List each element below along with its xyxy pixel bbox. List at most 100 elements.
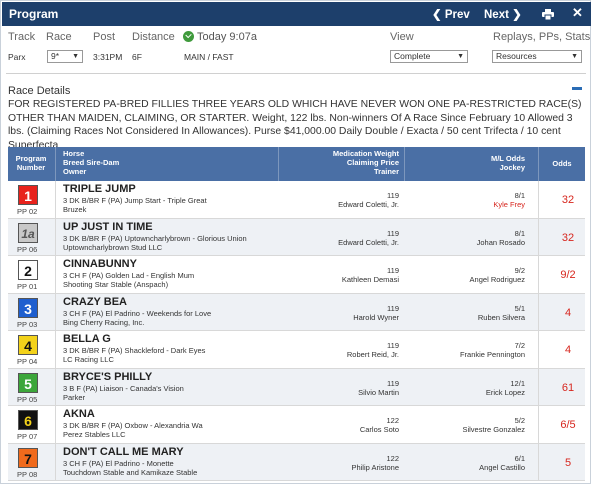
- column-separator: [538, 256, 539, 293]
- owner-name: Uptowncharlybrown Stud LLC: [63, 242, 163, 252]
- view-select-value: Complete: [394, 51, 431, 61]
- post-position: PP 08: [17, 469, 38, 479]
- header-owner: Owner: [63, 167, 87, 176]
- trainer-name: Silvio Martin: [358, 387, 399, 397]
- post-position: PP 02: [17, 207, 38, 216]
- header-odds: Odds: [552, 159, 572, 168]
- program-number-badge: 2: [18, 260, 38, 280]
- chevron-down-icon: ▼: [571, 53, 578, 60]
- resources-select[interactable]: Resources ▼: [492, 50, 582, 63]
- race-info-bar: Track Parx Race 9* ▼ Post 3:31PM Distanc…: [1, 27, 591, 69]
- breed-sire-dam: 3 DK B/BR F (PA) Oxbow - Alexandria Wa: [63, 421, 203, 430]
- trainer-name: Philip Aristone: [351, 462, 399, 472]
- print-icon[interactable]: [542, 9, 554, 20]
- table-row[interactable]: 1a PP 06 UP JUST IN TIME 3 DK B/BR F (PA) U…: [8, 218, 585, 256]
- view-select[interactable]: Complete ▼: [390, 50, 468, 63]
- horse-name[interactable]: BELLA G: [63, 333, 111, 345]
- table-row[interactable]: 7 PP 08 DON'T CALL ME MARY 3 CH F (PA) El P…: [8, 443, 585, 481]
- post-time-status: Today 9:07a: [197, 31, 257, 43]
- race-label: Race: [46, 31, 72, 43]
- trainer-name: Edward Coletti, Jr.: [338, 200, 399, 209]
- program-number-badge: 7: [18, 447, 38, 468]
- trainer-name: Edward Coletti, Jr.: [338, 237, 399, 247]
- header-medication-weight: Medication Weight: [332, 149, 399, 158]
- jockey-name: Silvestre Gonzalez: [462, 425, 525, 434]
- header-separator: [278, 147, 279, 181]
- column-separator: [538, 218, 539, 255]
- breed-sire-dam: 3 CH F (PA) Golden Lad - English Mum: [63, 271, 195, 280]
- prev-button[interactable]: ❮ Prev: [432, 9, 470, 21]
- horse-name[interactable]: DON'T CALL ME MARY: [63, 445, 184, 458]
- divider: [6, 73, 586, 74]
- program-number-badge: 1a: [18, 222, 38, 243]
- check-circle-icon: [183, 31, 194, 42]
- horse-name[interactable]: BRYCE'S PHILLY: [63, 370, 153, 383]
- race-select[interactable]: 9* ▼: [47, 50, 83, 63]
- jockey-name: Kyle Frey: [493, 200, 525, 209]
- table-row[interactable]: 1 PP 02 TRIPLE JUMP 3 DK B/BR F (PA) Jump S…: [8, 181, 585, 219]
- jockey-name: Angel Rodriguez: [469, 275, 525, 284]
- post-position: PP 04: [17, 357, 38, 366]
- distance-label: Distance: [132, 31, 175, 43]
- weight: 122: [386, 453, 399, 463]
- owner-name: LC Racing LLC: [63, 355, 114, 364]
- horse-name[interactable]: TRIPLE JUMP: [63, 183, 136, 195]
- header-program-number: Program Number: [15, 154, 47, 172]
- weight: 119: [387, 228, 399, 238]
- breed-sire-dam: 3 DK B/BR F (PA) Shackleford - Dark Eyes: [63, 346, 206, 355]
- column-separator: [55, 406, 56, 443]
- horse-name[interactable]: CRAZY BEA: [63, 295, 127, 308]
- header-separator: [55, 147, 56, 181]
- breed-sire-dam: 3 DK B/BR F (PA) Jump Start - Triple Gre…: [63, 196, 207, 205]
- owner-name: Shooting Star Stable (Anspach): [63, 280, 169, 289]
- entries-table: Program Number Horse Breed Sire-Dam Owne…: [8, 147, 585, 481]
- column-separator: [538, 331, 539, 368]
- breed-sire-dam: 3 B F (PA) Liaison - Canada's Vision: [63, 383, 184, 393]
- weight: 122: [386, 416, 399, 425]
- header-horse: Horse: [63, 149, 85, 158]
- chevron-down-icon: ▼: [457, 53, 464, 60]
- post-position: PP 03: [17, 319, 38, 329]
- table-row[interactable]: 2 PP 01 CINNABUNNY 3 CH F (PA) Golden Lad -…: [8, 256, 585, 294]
- trainer-name: Harold Wyner: [353, 312, 399, 322]
- surface-condition: MAIN / FAST: [184, 52, 234, 62]
- collapse-icon[interactable]: [572, 87, 582, 90]
- column-separator: [55, 368, 56, 405]
- live-odds: 61: [561, 381, 575, 394]
- program-number-badge: 4: [18, 335, 38, 355]
- horse-name[interactable]: CINNABUNNY: [63, 258, 137, 270]
- post-position: PP 01: [17, 282, 38, 291]
- track-label: Track: [8, 31, 36, 43]
- trainer-name: Carlos Soto: [359, 425, 399, 434]
- column-separator: [55, 218, 56, 255]
- column-separator: [55, 256, 56, 293]
- trainer-name: Robert Reid, Jr.: [346, 350, 399, 359]
- table-row[interactable]: 5 PP 05 BRYCE'S PHILLY 3 B F (PA) Liaison -…: [8, 368, 585, 406]
- live-odds: 32: [561, 231, 575, 244]
- title-bar: Program ❮ Prev Next ❯ ✕: [2, 2, 591, 26]
- chevron-down-icon: ▼: [72, 53, 79, 60]
- column-separator: [538, 368, 539, 405]
- table-row[interactable]: 6 PP 07 AKNA 3 DK B/BR F (PA) Oxbow - Alexa…: [8, 406, 585, 444]
- horse-name[interactable]: UP JUST IN TIME: [63, 220, 153, 233]
- race-conditions: FOR REGISTERED PA-BRED FILLIES THREE YEA…: [8, 99, 582, 152]
- jockey-name: Johan Rosado: [476, 237, 525, 247]
- owner-name: Touchdown Stable and Kamikaze Stable: [63, 467, 198, 477]
- live-odds: 6/5: [560, 419, 576, 431]
- breed-sire-dam: 3 DK B/BR F (PA) Uptowncharlybrown - Glo…: [63, 233, 247, 243]
- breed-sire-dam: 3 CH F (PA) El Padrino - Monette: [63, 458, 174, 468]
- live-odds: 32: [561, 194, 575, 206]
- close-icon[interactable]: ✕: [572, 5, 583, 20]
- header-separator: [404, 147, 405, 181]
- race-details-title: Race Details: [8, 85, 71, 97]
- horse-name[interactable]: AKNA: [63, 408, 95, 420]
- morning-line-odds: 12/1: [510, 378, 525, 388]
- table-row[interactable]: 3 PP 03 CRAZY BEA 3 CH F (PA) El Padrino - …: [8, 293, 585, 331]
- morning-line-odds: 5/2: [514, 416, 525, 425]
- column-separator: [538, 406, 539, 443]
- jockey-name: Erick Lopez: [485, 387, 525, 397]
- next-button[interactable]: Next ❯: [484, 9, 522, 21]
- owner-name: Bing Cherry Racing, Inc.: [63, 317, 145, 327]
- program-number-badge: 6: [18, 410, 38, 430]
